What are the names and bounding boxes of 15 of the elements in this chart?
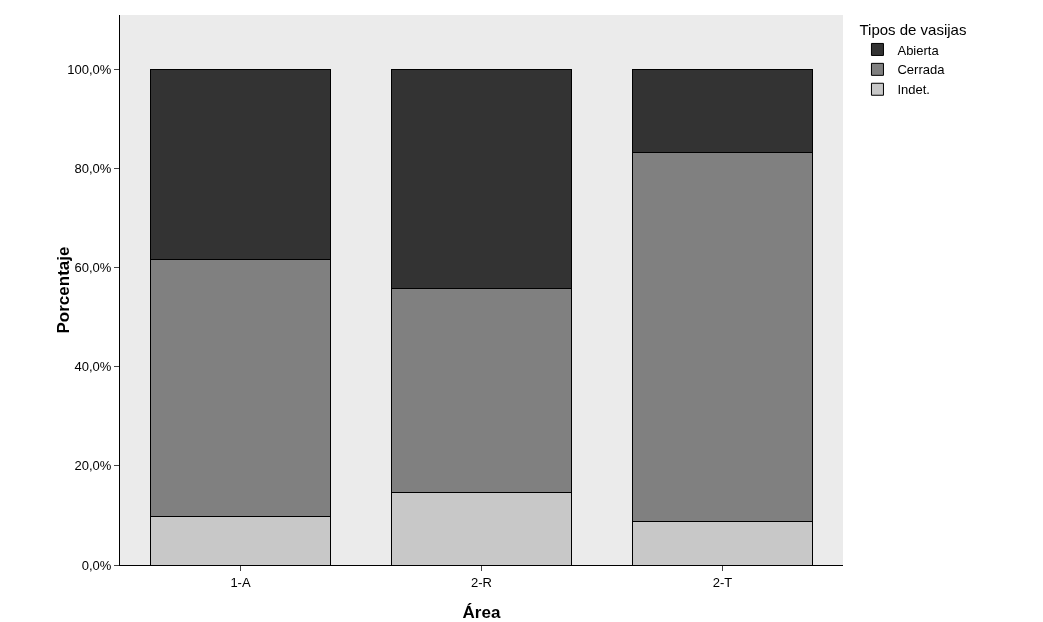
- y-tick-label: 100,0%: [67, 62, 112, 78]
- y-tick-label: 0,0%: [81, 557, 112, 573]
- legend-title: Tipos de vasijas: [859, 20, 967, 38]
- legend-label: Cerrada: [897, 62, 946, 78]
- y-tick-label: 40,0%: [74, 359, 112, 375]
- x-tick-label: 2-T: [712, 574, 733, 590]
- y-tick-label: 20,0%: [74, 458, 112, 474]
- x-tick-label: 1-A: [230, 574, 251, 590]
- y-axis-title: Porcentaje: [53, 246, 73, 334]
- legend-label: Indet.: [897, 82, 930, 98]
- y-tick-label: 80,0%: [74, 161, 112, 177]
- x-tick-label: 2-R: [471, 574, 492, 590]
- x-axis-title: Área: [462, 603, 501, 622]
- y-tick-label: 60,0%: [74, 260, 112, 276]
- legend-label: Abierta: [897, 42, 940, 58]
